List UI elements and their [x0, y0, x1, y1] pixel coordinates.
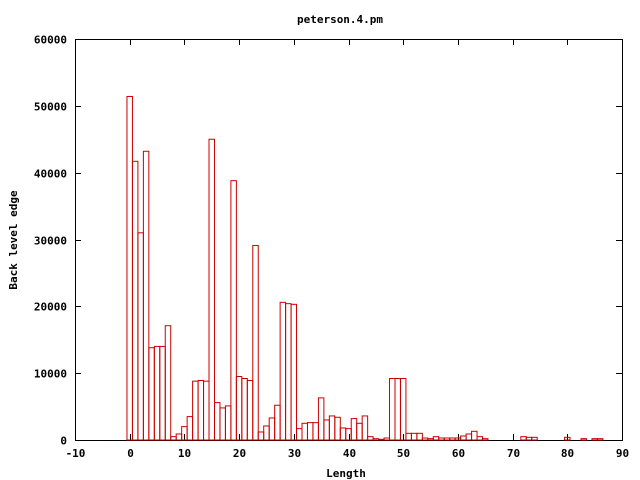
bars — [126, 95, 604, 441]
histogram-bar — [301, 422, 308, 441]
histogram-bar — [389, 378, 396, 441]
y-tick-label: 60000 — [34, 34, 67, 47]
histogram-bar — [203, 380, 210, 441]
histogram-bar — [438, 437, 445, 441]
histogram-bar — [296, 428, 303, 441]
histogram-bar — [312, 422, 319, 441]
histogram-bar — [345, 428, 352, 441]
x-tick-label: 70 — [507, 447, 520, 460]
histogram-bar — [197, 380, 205, 441]
histogram-bar — [170, 436, 177, 441]
x-tick-label: 10 — [178, 447, 191, 460]
histogram-bar — [257, 431, 265, 441]
histogram-bar — [224, 405, 232, 441]
histogram-bar — [372, 438, 380, 441]
histogram-bar — [246, 380, 254, 441]
histogram-bar — [142, 150, 150, 441]
histogram-bar — [416, 432, 423, 441]
histogram-bar — [126, 95, 133, 441]
x-tick-label: 60 — [452, 447, 465, 460]
histogram-bar — [465, 433, 473, 441]
histogram-bar — [399, 378, 407, 441]
histogram-bar — [213, 402, 221, 441]
histogram-bar — [531, 436, 538, 441]
axis-ticks: -10 0 10 20 30 40 50 60 70 80 90010000200003000040… — [34, 34, 629, 461]
x-tick-label: 0 — [127, 447, 134, 460]
y-tick-label: 50000 — [34, 101, 67, 114]
histogram-bar — [137, 232, 144, 441]
y-tick-label: 0 — [60, 435, 67, 448]
histogram-bar — [361, 415, 369, 441]
y-tick-label: 40000 — [34, 168, 67, 181]
y-tick-label: 10000 — [34, 368, 67, 381]
histogram-bar — [367, 436, 374, 441]
histogram-bar — [410, 432, 418, 441]
x-axis-label: Length — [326, 467, 366, 480]
histogram-bar — [454, 437, 462, 441]
y-axis-label: Back level edge — [7, 190, 20, 290]
histogram-bar — [252, 245, 259, 441]
histogram-bar — [164, 325, 172, 441]
y-tick-label: 20000 — [34, 301, 67, 314]
histogram-bar — [219, 407, 226, 441]
chart-title: peterson.4.pm — [297, 13, 383, 26]
histogram-bar — [159, 345, 166, 441]
histogram-bar — [449, 437, 456, 441]
histogram-bar — [148, 347, 155, 441]
histogram-bar — [131, 160, 139, 441]
histogram-bar — [564, 436, 571, 441]
histogram-bar — [241, 378, 248, 441]
histogram-bar — [268, 417, 276, 441]
x-tick-label: 80 — [561, 447, 574, 460]
x-tick-label: -10 — [66, 447, 86, 460]
histogram-bar — [383, 437, 391, 441]
histogram-bar — [317, 397, 325, 441]
x-tick-label: 90 — [616, 447, 629, 460]
histogram-bar — [580, 438, 587, 441]
histogram-bar — [285, 303, 292, 441]
histogram-bar — [525, 436, 533, 441]
histogram-bar — [443, 437, 451, 441]
histogram-bar — [230, 180, 237, 441]
x-tick-label: 20 — [233, 447, 246, 460]
histogram-bar — [482, 438, 489, 441]
x-tick-label: 40 — [343, 447, 356, 460]
histogram-bar — [356, 422, 363, 441]
histogram-bar — [405, 432, 412, 441]
histogram-bar — [350, 418, 358, 441]
histogram-bar — [263, 425, 270, 441]
histogram-bar — [334, 416, 341, 441]
histogram-bar — [328, 415, 336, 441]
histogram-bar — [192, 380, 199, 441]
histogram-bar — [394, 378, 401, 441]
histogram-bar — [520, 436, 527, 441]
histogram-bar — [421, 437, 429, 441]
histogram-bar — [432, 436, 440, 441]
histogram-bar — [306, 422, 314, 441]
plot-frame — [75, 39, 623, 441]
x-tick-label: 50 — [397, 447, 410, 460]
histogram-bar — [208, 138, 215, 441]
histogram-bar — [460, 435, 467, 441]
histogram-bar — [235, 376, 243, 441]
histogram-bar — [339, 427, 347, 441]
histogram-bar — [274, 404, 281, 441]
histogram-bar — [378, 438, 385, 441]
y-tick-label: 30000 — [34, 235, 67, 248]
histogram-bar — [153, 345, 161, 441]
x-tick-label: 30 — [288, 447, 301, 460]
histogram-bar — [175, 433, 183, 441]
histogram-bar — [186, 416, 194, 441]
histogram-bar — [427, 438, 434, 441]
histogram-bar — [476, 436, 484, 441]
histogram-bar — [279, 301, 287, 441]
histogram-bar — [591, 438, 598, 441]
histogram-bar — [471, 430, 478, 441]
histogram-bar — [596, 438, 604, 441]
histogram-bar — [290, 303, 298, 441]
histogram-bar — [323, 419, 330, 441]
